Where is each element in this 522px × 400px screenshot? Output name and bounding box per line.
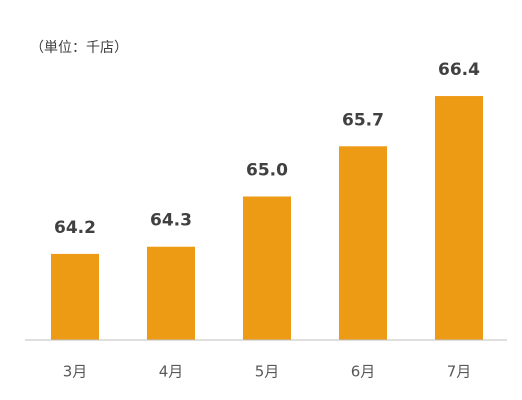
chart-subtitle: （単位：千店） (30, 40, 128, 56)
x-tick-label: 3月 (63, 363, 88, 381)
bar (51, 253, 99, 340)
bar (147, 246, 195, 340)
data-label: 64.3 (150, 211, 192, 231)
x-tick-label: 6月 (351, 363, 376, 381)
bar (435, 96, 483, 340)
x-tick-label: 7月 (447, 363, 472, 381)
bar (243, 196, 291, 340)
data-label: 65.7 (342, 110, 384, 130)
bar (339, 146, 387, 340)
x-tick-label: 5月 (255, 363, 280, 381)
data-label: 64.2 (54, 218, 96, 238)
x-tick-label: 4月 (159, 363, 184, 381)
data-label: 65.0 (246, 161, 288, 181)
data-label: 66.4 (438, 60, 480, 80)
